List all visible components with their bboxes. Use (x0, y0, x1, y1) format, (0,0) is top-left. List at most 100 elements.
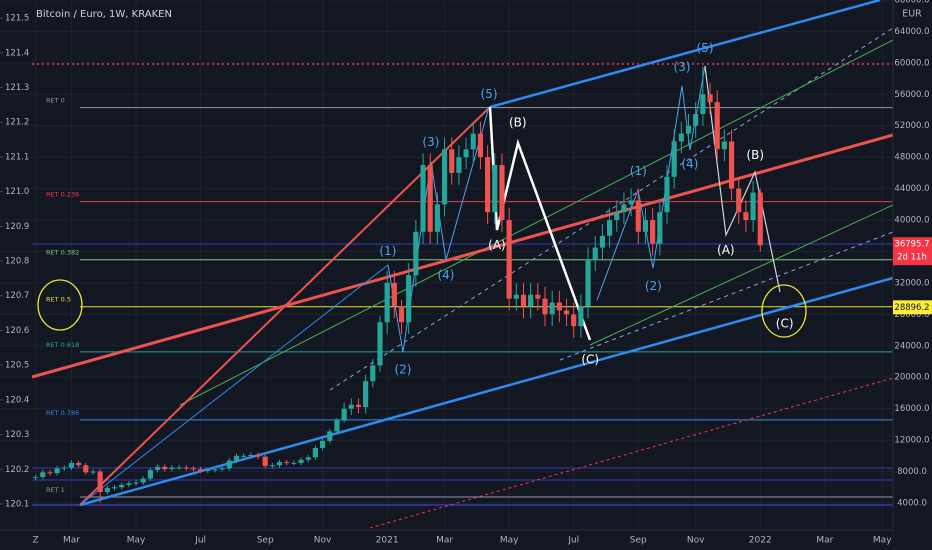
x-tick-label: Z (33, 536, 39, 546)
y-tick-label: 68000.0 (894, 0, 929, 6)
channel-upper (489, 0, 881, 109)
candle-body (535, 294, 541, 299)
candle-body (642, 220, 649, 232)
candle-body (341, 408, 347, 421)
y-tick-label: 52000.0 (894, 121, 929, 131)
x-tick-label: Sep (630, 536, 647, 546)
y-tick-label: 44000.0 (894, 184, 929, 194)
fib-label: RET 0 (46, 97, 65, 105)
candle-body (255, 455, 261, 457)
candle-body (162, 466, 168, 470)
candle-body (463, 149, 469, 158)
fib-label: RET 0.5 (46, 296, 71, 304)
candle-body (111, 487, 118, 489)
candle-body (728, 141, 735, 189)
y2-tick-label: 120.7 (5, 291, 29, 301)
candle-body (506, 220, 512, 299)
candle-body (147, 469, 153, 479)
y2-tick-label: 121.0 (5, 187, 29, 197)
candle-body (714, 102, 720, 150)
y-tick-label: 24000.0 (894, 341, 929, 351)
marker-price-box (893, 300, 932, 315)
y2-tick-label: 120.6 (5, 326, 29, 336)
candle-body (520, 294, 527, 307)
candle-body (126, 483, 132, 485)
y-tick-label: 16000.0 (894, 404, 929, 414)
candle-body (355, 404, 362, 408)
wave-label: (B) (509, 115, 527, 129)
candle-body (219, 468, 225, 470)
wave-label: (3) (422, 135, 439, 149)
y2-tick-label: 120.3 (5, 430, 29, 440)
candle-body (205, 469, 211, 471)
trend-green (179, 39, 894, 406)
candle-body (90, 471, 96, 473)
candle-body (563, 310, 570, 315)
wave-label: (A) (488, 238, 506, 252)
candle-body (269, 465, 275, 467)
x-tick-label: Nov (687, 536, 705, 546)
candle-body (721, 141, 727, 150)
candle-body (198, 469, 204, 471)
candle-body (678, 133, 684, 142)
y-tick-label: 20000.0 (894, 373, 929, 383)
candle-body (61, 467, 67, 469)
candle-body (685, 125, 692, 134)
highlight-ellipse (37, 279, 83, 331)
annotations: (1) (2) (3) (4) (5) (1) (2) (3) (4) (5) (B) (A) (C) (… (379, 41, 793, 376)
y-tick-label: 12000.0 (894, 436, 929, 446)
y2-tick-label: 120.8 (5, 257, 29, 267)
candle-body (614, 212, 620, 221)
candle-body (391, 282, 397, 307)
wave-label: (4) (437, 268, 454, 282)
candle-body (291, 462, 297, 464)
candle-body (327, 431, 333, 441)
candle-body (363, 381, 369, 408)
candle-body (477, 133, 484, 158)
candle-body (284, 462, 290, 464)
x-tick-label: Mar (436, 536, 453, 546)
x-tick-label: Sep (257, 536, 274, 546)
candle-body (664, 176, 670, 213)
candle-body (312, 447, 318, 458)
candle-body (140, 478, 146, 483)
candle-body (233, 455, 240, 461)
x-tick-label: May (873, 536, 892, 546)
candle-body (592, 247, 598, 260)
candle-body (757, 192, 763, 246)
wave-label: (C) (776, 316, 794, 330)
candle-body (449, 149, 455, 173)
x-tick-label: Jul (194, 536, 206, 546)
y-tick-label: 40000.0 (894, 216, 929, 226)
fib-label: RET 1 (46, 486, 65, 494)
candle-body (707, 94, 713, 103)
candle-body (226, 460, 232, 469)
candle-body (607, 220, 613, 236)
y-tick-label: 56000.0 (894, 90, 929, 100)
candle-body (133, 482, 139, 484)
fib-levels: RET 0 RET 0.236 RET 0.382 RET 0.5 RET 0.618 R… (46, 97, 893, 498)
y-tick-label: 48000.0 (894, 153, 929, 163)
candle-body (427, 165, 433, 232)
fib-label: RET 0.236 (46, 191, 79, 199)
x-tick-label: 2021 (376, 536, 399, 546)
candle-body (750, 192, 756, 221)
candle-body (485, 157, 491, 213)
candle-body (183, 467, 189, 469)
y2-tick-label: 121.5 (5, 14, 29, 24)
candle-body (119, 484, 125, 488)
candle-body (212, 469, 218, 471)
candle-body (54, 468, 60, 474)
candle-body (470, 133, 476, 150)
highlight-ellipse (761, 284, 807, 338)
x-tick-label: Jul (567, 536, 579, 546)
trend-red (31, 133, 894, 379)
candle-body (599, 235, 605, 248)
candle-body (635, 200, 641, 232)
y-tick-label: 4000.0 (897, 498, 927, 508)
price-axis (893, 0, 932, 550)
y-tick-label: 60000.0 (894, 58, 929, 68)
wave-label: (C) (581, 352, 599, 366)
y-tick-label: 64000.0 (894, 27, 929, 37)
